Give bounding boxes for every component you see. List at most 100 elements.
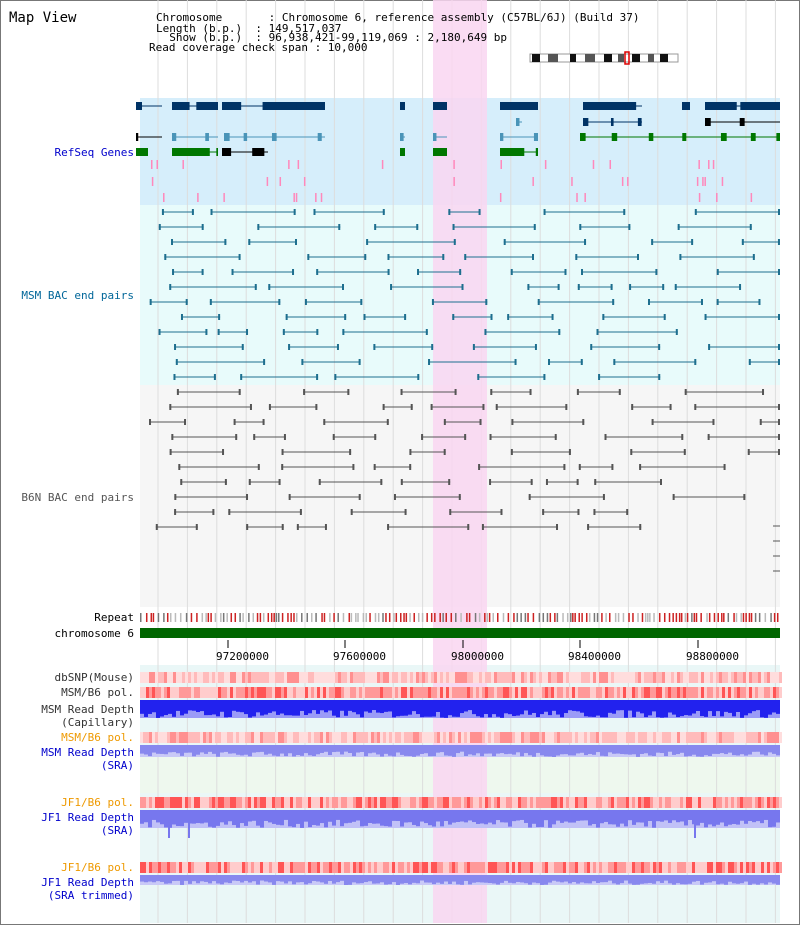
gene-exon: [740, 102, 780, 110]
read-depth-dip: [240, 823, 244, 828]
polymorphism-cell: [140, 732, 143, 743]
read-depth-dip: [760, 823, 764, 828]
polymorphism-cell: [689, 797, 692, 808]
polymorphism-cell: [242, 672, 245, 683]
polymorphism-cell: [218, 687, 221, 698]
track-label-msm-depth-sra: MSM Read Depth (SRA): [41, 746, 134, 772]
read-depth-dip: [736, 883, 740, 885]
read-depth-dip: [528, 714, 532, 718]
read-depth-dip: [164, 715, 168, 718]
bac-end-mark: [510, 449, 513, 455]
polymorphism-cell: [392, 732, 395, 743]
polymorphism-cell: [350, 687, 353, 698]
polymorphism-cell: [494, 862, 497, 873]
bac-end-mark: [294, 239, 297, 245]
polymorphism-cell: [779, 797, 782, 808]
polymorphism-cell: [317, 797, 320, 808]
polymorphism-cell: [416, 862, 419, 873]
polymorphism-cell: [338, 672, 341, 683]
polymorphism-cell: [689, 732, 692, 743]
track-label-b6n-bac[interactable]: B6N BAC end pairs: [21, 491, 134, 504]
polymorphism-cell: [407, 862, 410, 873]
polymorphism-cell: [596, 862, 599, 873]
polymorphism-cell: [428, 797, 431, 808]
polymorphism-cell: [770, 797, 773, 808]
bac-end-mark: [452, 224, 455, 230]
read-depth-dip: [316, 754, 320, 757]
polymorphism-cell: [575, 732, 578, 743]
polymorphism-cell: [416, 797, 419, 808]
read-depth-dip: [464, 880, 468, 885]
polymorphism-cell: [221, 672, 224, 683]
read-depth-dip: [176, 880, 180, 885]
read-depth-dip: [280, 881, 284, 885]
read-depth-dip: [412, 824, 416, 828]
repeat-mark: [748, 613, 751, 622]
repeat-mark: [546, 613, 549, 622]
polymorphism-cell: [692, 797, 695, 808]
track-label-refseq[interactable]: RefSeq Genes: [54, 146, 134, 159]
polymorphism-cell: [566, 797, 569, 808]
polymorphism-cell: [575, 862, 578, 873]
polymorphism-cell: [428, 687, 431, 698]
polymorphism-cell: [638, 862, 641, 873]
polymorphism-cell: [689, 862, 692, 873]
polymorphism-cell: [608, 732, 611, 743]
polymorphism-cell: [320, 862, 323, 873]
repeat-mark: [502, 613, 505, 622]
polymorphism-cell: [263, 797, 266, 808]
read-depth-dip: [248, 756, 252, 757]
polymorphism-cell: [338, 862, 341, 873]
repeat-mark: [275, 613, 278, 622]
polymorphism-cell: [605, 672, 608, 683]
polymorphism-cell: [674, 672, 677, 683]
refseq-marker: [576, 193, 578, 202]
bac-end-mark: [537, 299, 540, 305]
polymorphism-cell: [425, 687, 428, 698]
repeat-mark: [538, 613, 541, 622]
read-depth-dip: [536, 827, 540, 828]
polymorphism-cell: [536, 797, 539, 808]
read-depth-dip: [504, 880, 508, 885]
repeat-mark: [374, 613, 377, 622]
read-depth-dip: [644, 717, 648, 718]
track-label-msm-bac[interactable]: MSM BAC end pairs: [21, 289, 134, 302]
polymorphism-cell: [551, 862, 554, 873]
polymorphism-cell: [710, 672, 713, 683]
polymorphism-cell: [218, 732, 221, 743]
polymorphism-cell: [242, 687, 245, 698]
polymorphism-cell: [626, 687, 629, 698]
polymorphism-cell: [155, 687, 158, 698]
polymorphism-cell: [485, 797, 488, 808]
bac-end-mark: [176, 389, 179, 395]
polymorphism-cell: [275, 687, 278, 698]
bac-end-mark: [417, 374, 420, 380]
polymorphism-cell: [332, 862, 335, 873]
polymorphism-cell: [314, 797, 317, 808]
bac-end-mark: [374, 434, 377, 440]
refseq-marker: [698, 160, 700, 169]
polymorphism-cell: [581, 672, 584, 683]
repeat-mark: [270, 613, 273, 622]
polymorphism-cell: [551, 797, 554, 808]
polymorphism-cell: [506, 732, 509, 743]
polymorphism-cell: [215, 862, 218, 873]
read-depth-dip: [208, 883, 212, 885]
read-depth-dip: [408, 714, 412, 718]
polymorphism-cell: [755, 732, 758, 743]
polymorphism-cell: [398, 687, 401, 698]
polymorphism-cell: [578, 862, 581, 873]
repeat-mark: [700, 613, 702, 622]
polymorphism-cell: [503, 732, 506, 743]
read-depth-dip: [664, 880, 668, 885]
bac-end-mark: [675, 329, 678, 335]
repeat-mark: [693, 613, 696, 622]
bac-end-mark: [241, 344, 244, 350]
ideogram-band: [570, 54, 576, 62]
read-depth-dip: [316, 881, 320, 885]
polymorphism-cell: [587, 797, 590, 808]
polymorphism-cell: [446, 862, 449, 873]
polymorphism-cell: [701, 732, 704, 743]
gene-exon: [648, 133, 654, 141]
